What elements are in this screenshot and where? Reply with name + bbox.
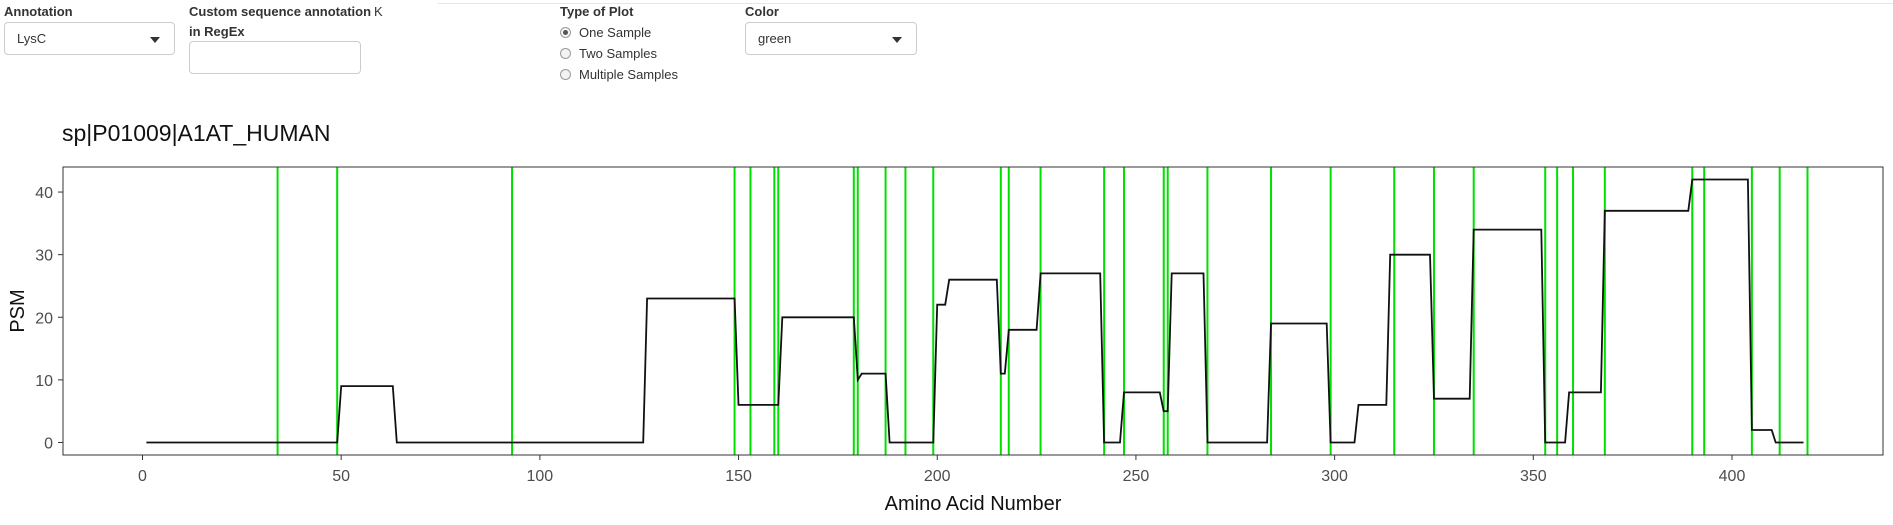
x-tick-label: 50	[332, 468, 350, 485]
x-tick-label: 250	[1123, 468, 1150, 485]
chart-title: sp|P01009|A1AT_HUMAN	[62, 120, 330, 146]
x-axis-label: Amino Acid Number	[885, 493, 1062, 515]
radio-checked-icon[interactable]	[560, 26, 571, 38]
x-tick-label: 0	[138, 468, 147, 485]
top-border	[438, 0, 1893, 4]
psm-series-line	[146, 178, 1804, 444]
x-tick-label: 100	[527, 468, 554, 485]
annotation-select-value: LysC	[17, 31, 47, 46]
plot-panel-border	[62, 166, 1884, 456]
radio-two-samples[interactable]: Two Samples	[560, 43, 657, 63]
x-tick-label: 200	[924, 468, 951, 485]
color-label: Color	[745, 4, 779, 19]
y-tick-label: 40	[35, 185, 53, 202]
regex-side-text: K	[374, 4, 383, 19]
chevron-down-icon	[150, 37, 160, 43]
radio-unchecked-icon[interactable]	[560, 47, 571, 59]
radio-label: One Sample	[579, 24, 652, 40]
chevron-down-icon	[892, 37, 902, 43]
radio-unchecked-icon[interactable]	[560, 68, 571, 80]
annotation-label: Annotation	[4, 4, 73, 19]
y-axis-label: PSM	[7, 289, 29, 332]
custom-regex-input[interactable]	[189, 41, 361, 74]
radio-one-sample[interactable]: One Sample	[560, 22, 651, 42]
y-tick-label: 30	[35, 248, 53, 265]
x-tick-label: 150	[725, 468, 752, 485]
color-select-value: green	[758, 31, 792, 46]
plot-type-label: Type of Plot	[560, 4, 634, 19]
x-tick-label: 400	[1719, 468, 1746, 485]
x-tick-label: 350	[1520, 468, 1547, 485]
y-tick-label: 10	[35, 373, 53, 390]
x-tick-label: 300	[1321, 468, 1348, 485]
annotation-select[interactable]: LysC	[4, 22, 175, 55]
radio-multiple-samples[interactable]: Multiple Samples	[560, 64, 678, 84]
radio-label: Multiple Samples	[579, 66, 678, 82]
custom-regex-label: Custom sequence annotation in RegEx	[189, 4, 372, 39]
radio-label: Two Samples	[579, 45, 658, 61]
y-tick-label: 0	[44, 435, 53, 452]
color-select[interactable]: green	[745, 22, 917, 55]
y-tick-label: 20	[35, 310, 53, 327]
